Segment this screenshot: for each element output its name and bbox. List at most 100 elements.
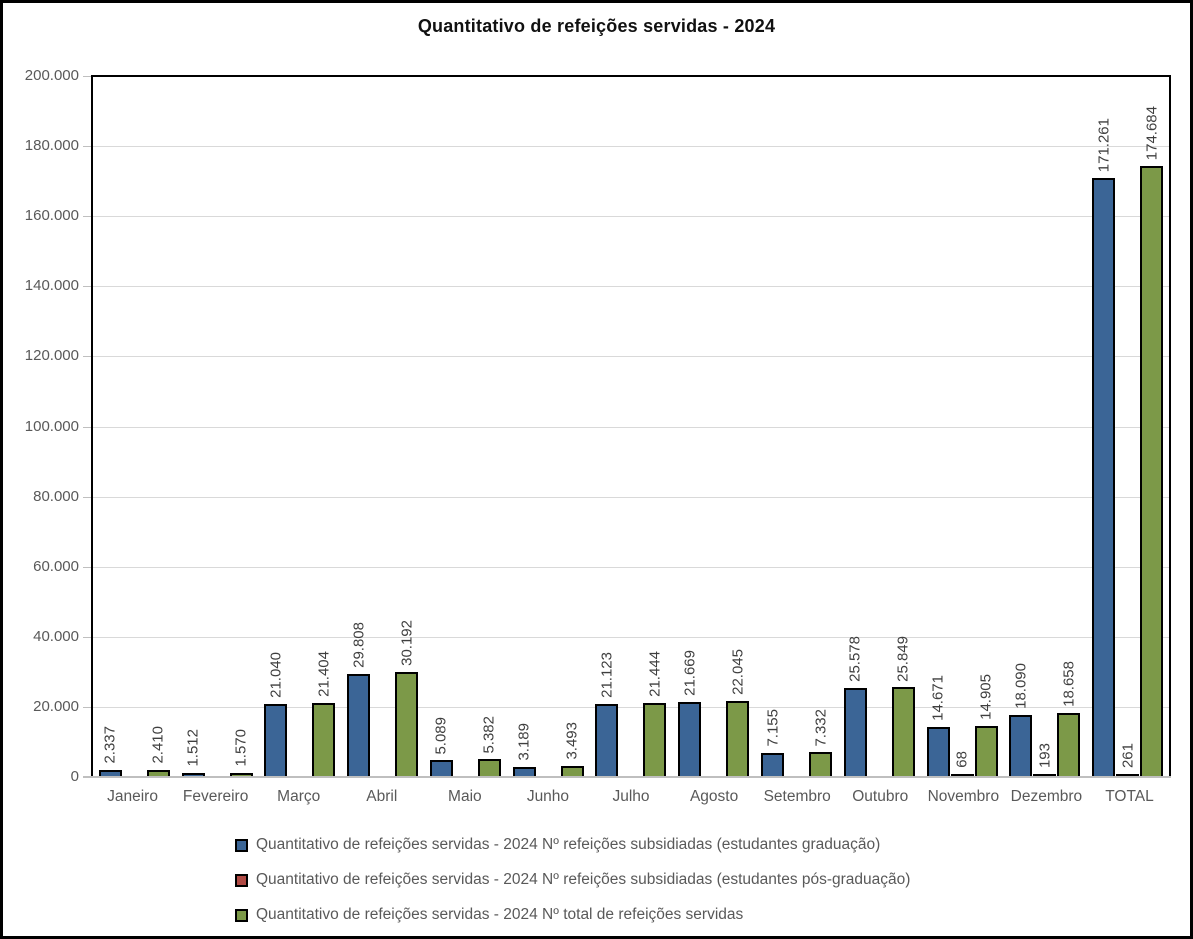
gridline (93, 356, 1169, 358)
bar-group: 5.089 5.382 (424, 77, 507, 778)
bar-slot: 3.493 (560, 77, 584, 778)
y-tick-label: 180.000 (24, 137, 79, 155)
y-tick-label: 20.000 (33, 697, 79, 715)
bar-value-label: 14.905 (977, 673, 995, 720)
bar-slot: 18.090 (1009, 77, 1033, 778)
y-tick-label: 0 (70, 768, 79, 785)
category-label: Abril (366, 788, 398, 805)
category-label: Janeiro (107, 788, 158, 805)
bar-slot (288, 77, 312, 778)
bar-value-label: 3.189 (515, 723, 533, 761)
legend-item: Quantitativo de refeições servidas - 202… (235, 869, 910, 891)
bar-group: 3.189 3.493 (507, 77, 590, 778)
gridline (93, 496, 1169, 498)
bar-slot: 21.669 (678, 77, 702, 778)
bar (891, 687, 915, 778)
bar-value-label: 21.404 (315, 651, 333, 697)
bar (678, 702, 702, 778)
bar (926, 726, 950, 778)
legend-label: Quantitativo de refeições servidas - 202… (256, 906, 744, 923)
bar-value-label: 5.089 (432, 716, 450, 755)
bar-slot: 21.404 (312, 77, 336, 778)
gridline (93, 566, 1169, 568)
category-label: Março (277, 788, 321, 805)
bar-slot: 2.337 (98, 77, 122, 778)
bar-slot: 68 (950, 77, 974, 778)
bar-value-label: 29.808 (350, 621, 368, 668)
legend-label: Quantitativo de refeições servidas - 202… (256, 836, 881, 853)
legend-item: Quantitativo de refeições servidas - 202… (235, 904, 910, 926)
bar-groups: 2.337 2.410 1.512 1.570 21.040 21.404 29.808 30… (93, 77, 1169, 778)
bar (809, 752, 832, 778)
y-tick-mark (83, 706, 91, 708)
bar-slot: 3.189 (512, 77, 536, 778)
bar-value-label: 18.090 (1012, 662, 1030, 709)
bar-value-label: 1.570 (232, 728, 250, 767)
bar-slot: 25.578 (843, 77, 867, 778)
y-tick-label: 140.000 (24, 277, 79, 295)
bar-slot: 22.045 (726, 77, 750, 778)
bar (1009, 714, 1033, 778)
y-tick-label: 40.000 (33, 627, 79, 645)
bar-group: 29.808 30.192 (341, 77, 424, 778)
bar-slot: 174.684 (1140, 77, 1164, 778)
bar-value-label: 171.261 (1095, 117, 1113, 172)
legend-label: Quantitativo de refeições servidas - 202… (256, 871, 911, 888)
bar-group: 21.123 21.444 (590, 77, 673, 778)
bar-value-label: 7.332 (812, 708, 829, 747)
category-label: Outubro (852, 788, 909, 805)
category-label: Setembro (763, 788, 831, 805)
category-label: Julho (612, 788, 650, 805)
bar-value-label: 68 (953, 751, 971, 768)
bar (1140, 165, 1164, 778)
bar-slot: 2.410 (146, 77, 170, 778)
category-label: Maio (448, 788, 482, 805)
y-tick-mark (83, 426, 91, 428)
legend-item: Quantitativo de refeições servidas - 202… (235, 834, 910, 856)
bar (843, 688, 867, 778)
bar-slot (453, 77, 477, 778)
bar-value-label: 25.578 (846, 636, 864, 683)
bar-group: 21.040 21.404 (259, 77, 342, 778)
x-axis-line (83, 776, 1171, 778)
bar (643, 702, 667, 778)
bar-value-label: 7.155 (764, 709, 781, 747)
bar-value-label: 2.337 (101, 726, 119, 764)
legend-color-swatch (235, 908, 248, 922)
gridline (93, 216, 1169, 218)
bar (312, 702, 336, 778)
y-tick-label: 120.000 (24, 347, 79, 365)
bar-group: 14.671 68 14.905 (921, 77, 1004, 778)
bar-value-label: 30.192 (398, 620, 416, 667)
bar-value-label: 21.040 (267, 652, 285, 699)
gridline (93, 426, 1169, 428)
y-tick-mark (83, 146, 91, 148)
category-label: Novembro (927, 788, 1000, 805)
bar-value-label: 21.669 (681, 650, 699, 697)
y-tick-mark (83, 636, 91, 638)
bar (395, 672, 419, 778)
bar-group: 21.669 22.045 (672, 77, 755, 778)
bar-value-label: 193 (1036, 742, 1054, 768)
bar-value-label: 22.045 (729, 648, 747, 695)
y-tick-mark (83, 216, 91, 218)
bar-slot: 5.382 (477, 77, 501, 778)
y-tick-mark (83, 356, 91, 358)
bar-slot: 5.089 (429, 77, 453, 778)
bar-group: 25.578 25.849 (838, 77, 921, 778)
bar (1057, 712, 1081, 778)
bar-slot: 21.123 (595, 77, 619, 778)
bar-slot: 193 (1033, 77, 1057, 778)
bar (726, 700, 750, 778)
bar-slot: 261 (1116, 77, 1140, 778)
bar-value-label: 261 (1119, 742, 1137, 768)
bar-group: 1.512 1.570 (176, 77, 259, 778)
bar-slot (619, 77, 643, 778)
bar-value-label: 21.444 (646, 650, 664, 697)
chart-title: Quantitativo de refeições servidas - 202… (417, 16, 776, 36)
category-label: TOTAL (1105, 788, 1154, 805)
bar-group: 18.090 193 18.658 (1003, 77, 1086, 778)
y-tick-mark (83, 566, 91, 568)
y-tick-mark (83, 286, 91, 288)
